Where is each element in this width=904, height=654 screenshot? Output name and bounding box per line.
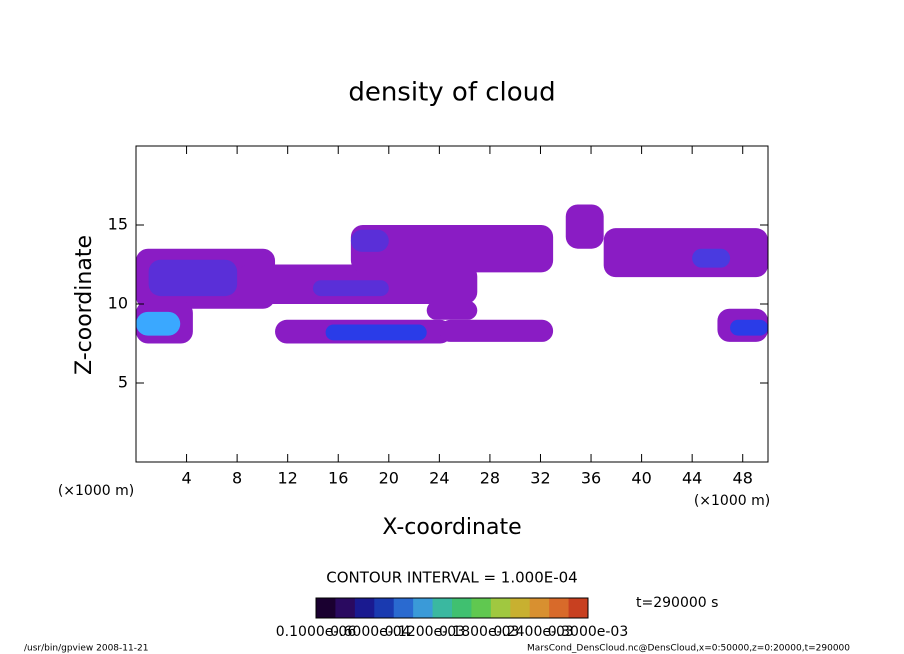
colorbar-label: 0.1000e-06 xyxy=(276,624,357,640)
cloud-patch xyxy=(350,229,389,252)
colorbar-swatch xyxy=(335,598,356,618)
colorbar-swatch xyxy=(354,598,375,618)
colorbar-swatch xyxy=(510,598,531,618)
cloud-patch xyxy=(148,259,238,297)
chart-title: density of cloud xyxy=(348,78,555,108)
colorbar-swatch xyxy=(568,598,589,618)
x-tick-label: 20 xyxy=(379,469,399,488)
colorbar-frame xyxy=(315,597,589,619)
colorbar-swatch xyxy=(393,598,414,618)
colorbar-label: 0.6000e-04 xyxy=(330,624,411,640)
x-tick-label: 16 xyxy=(328,469,348,488)
colorbar-swatch xyxy=(432,598,453,618)
colorbar-label: 0.3000e-03 xyxy=(548,624,628,640)
cloud-patch xyxy=(565,204,604,249)
cloud-patch xyxy=(426,300,478,320)
colorbar-swatch xyxy=(413,598,434,618)
colorbar-swatch xyxy=(549,598,570,618)
x-tick-label: 32 xyxy=(530,469,550,488)
x-tick-label: 24 xyxy=(429,469,449,488)
x-tick-label: 12 xyxy=(278,469,298,488)
y-unit: (×1000 m) xyxy=(58,483,134,499)
time-label: t=290000 s xyxy=(636,595,718,611)
colorbar-label: 0.1800e-03 xyxy=(439,624,519,640)
contour-interval: CONTOUR INTERVAL = 1.000E-04 xyxy=(326,569,577,587)
colorbar-swatch xyxy=(374,598,395,618)
cloud-patch xyxy=(350,225,554,273)
colorbar-swatch xyxy=(471,598,492,618)
y-tick-label: 10 xyxy=(108,294,128,313)
colorbar: 0.1000e-060.6000e-040.1200e-030.1800e-03… xyxy=(276,598,628,640)
colorbar-swatch xyxy=(529,598,550,618)
x-tick-label: 36 xyxy=(581,469,601,488)
colorbar-swatch xyxy=(452,598,472,618)
colorbar-swatch xyxy=(490,598,511,618)
y-tick-label: 5 xyxy=(118,373,128,392)
cloud-patch xyxy=(312,280,389,297)
cloud-patch xyxy=(136,311,181,336)
x-tick-label: 8 xyxy=(232,469,242,488)
x-axis-label: X-coordinate xyxy=(382,515,521,540)
cloud-patch xyxy=(603,228,768,278)
y-axis-label: Z-coordinate xyxy=(72,235,97,375)
x-tick-label: 28 xyxy=(480,469,500,488)
colorbar-swatch xyxy=(316,598,336,618)
colorbar-label: 0.1200e-03 xyxy=(385,624,465,640)
x-tick-label: 4 xyxy=(181,469,191,488)
cloud-patch xyxy=(325,324,427,341)
cloud-patch xyxy=(439,319,554,342)
x-tick-label: 44 xyxy=(682,469,702,488)
x-unit: (×1000 m) xyxy=(694,493,770,509)
cloud-patch xyxy=(692,248,731,268)
colorbar-label: 0.2400e-03 xyxy=(493,624,573,640)
cloud-patch xyxy=(730,319,768,336)
plot-area xyxy=(136,204,768,344)
x-tick-label: 48 xyxy=(733,469,753,488)
footer-left: /usr/bin/gpview 2008-11-21 xyxy=(24,644,148,654)
x-tick-label: 40 xyxy=(631,469,651,488)
y-tick-label: 15 xyxy=(108,215,128,234)
footer-right: MarsCond_DensCloud.nc@DensCloud,x=0:5000… xyxy=(527,644,850,654)
